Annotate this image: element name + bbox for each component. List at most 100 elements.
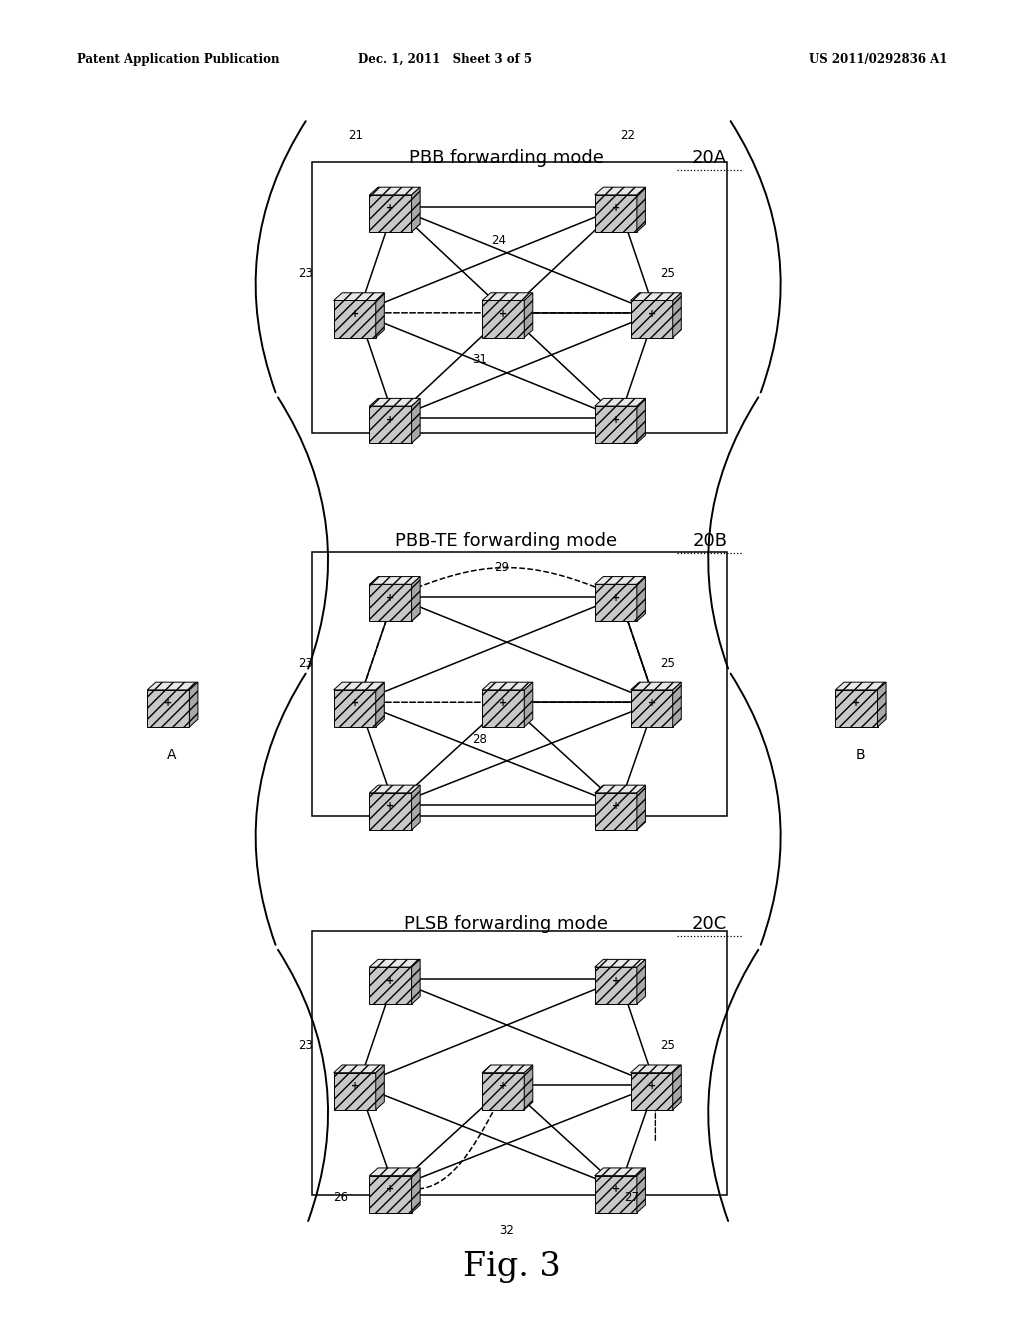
Text: Fig. 3: Fig. 3: [463, 1251, 561, 1283]
Polygon shape: [482, 690, 524, 727]
Polygon shape: [673, 682, 681, 727]
Polygon shape: [482, 1073, 524, 1110]
Text: +: +: [386, 975, 394, 986]
Polygon shape: [595, 407, 637, 444]
Polygon shape: [878, 682, 886, 727]
Text: +: +: [647, 698, 655, 709]
Text: +: +: [386, 414, 394, 425]
FancyArrowPatch shape: [730, 673, 780, 945]
Polygon shape: [412, 399, 420, 444]
Polygon shape: [595, 585, 637, 622]
Polygon shape: [595, 187, 645, 195]
Polygon shape: [637, 187, 645, 232]
Polygon shape: [595, 1176, 637, 1213]
Polygon shape: [631, 293, 681, 301]
Text: +: +: [611, 203, 620, 214]
Text: +: +: [386, 593, 394, 603]
Polygon shape: [412, 187, 420, 232]
Text: 23: 23: [298, 656, 312, 669]
Text: 25: 25: [660, 267, 675, 280]
Polygon shape: [334, 682, 384, 690]
Polygon shape: [836, 682, 886, 690]
Polygon shape: [370, 1168, 420, 1176]
Polygon shape: [376, 1065, 384, 1110]
Polygon shape: [836, 690, 878, 727]
Text: A: A: [167, 747, 177, 762]
Text: +: +: [611, 801, 620, 812]
Text: +: +: [350, 309, 358, 319]
Polygon shape: [370, 195, 412, 232]
FancyArrowPatch shape: [730, 121, 780, 392]
FancyArrowPatch shape: [278, 950, 328, 1221]
Polygon shape: [334, 301, 376, 338]
Polygon shape: [370, 577, 420, 585]
Polygon shape: [595, 1168, 645, 1176]
Polygon shape: [595, 793, 637, 830]
Text: +: +: [386, 203, 394, 214]
Text: +: +: [611, 593, 620, 603]
Bar: [312, 552, 727, 816]
Polygon shape: [189, 682, 198, 727]
Text: 25: 25: [660, 656, 675, 669]
Polygon shape: [482, 1065, 532, 1073]
Polygon shape: [334, 690, 376, 727]
Polygon shape: [673, 1065, 681, 1110]
Polygon shape: [334, 293, 384, 301]
Text: 27: 27: [625, 1191, 639, 1204]
Text: 28: 28: [472, 733, 486, 746]
Text: 29: 29: [495, 561, 509, 574]
Polygon shape: [370, 399, 420, 407]
Text: PLSB forwarding mode: PLSB forwarding mode: [404, 915, 620, 933]
Text: 23: 23: [298, 267, 312, 280]
Polygon shape: [376, 293, 384, 338]
Text: 26: 26: [334, 1191, 348, 1204]
Polygon shape: [334, 1065, 384, 1073]
Text: +: +: [350, 1081, 358, 1092]
Text: 31: 31: [472, 352, 486, 366]
Text: 22: 22: [621, 128, 635, 141]
Text: Patent Application Publication: Patent Application Publication: [77, 53, 280, 66]
Polygon shape: [595, 968, 637, 1005]
Text: +: +: [386, 801, 394, 812]
Text: 32: 32: [500, 1224, 514, 1237]
Text: 20C: 20C: [692, 915, 727, 933]
Text: 21: 21: [348, 128, 362, 141]
Polygon shape: [631, 301, 673, 338]
Polygon shape: [631, 690, 673, 727]
Polygon shape: [595, 195, 637, 232]
Polygon shape: [376, 682, 384, 727]
Polygon shape: [524, 1065, 532, 1110]
FancyArrowPatch shape: [709, 397, 759, 669]
Polygon shape: [595, 960, 645, 968]
Polygon shape: [334, 1073, 376, 1110]
Polygon shape: [412, 1168, 420, 1213]
Text: 24: 24: [492, 234, 506, 247]
Text: +: +: [611, 414, 620, 425]
Text: +: +: [647, 1081, 655, 1092]
Text: +: +: [386, 1184, 394, 1195]
Polygon shape: [631, 682, 681, 690]
Text: Dec. 1, 2011   Sheet 3 of 5: Dec. 1, 2011 Sheet 3 of 5: [358, 53, 532, 66]
Text: +: +: [611, 975, 620, 986]
Polygon shape: [412, 785, 420, 830]
Polygon shape: [370, 968, 412, 1005]
Text: +: +: [499, 1081, 507, 1092]
Polygon shape: [370, 1176, 412, 1213]
Text: +: +: [164, 698, 172, 709]
Polygon shape: [631, 1065, 681, 1073]
Polygon shape: [637, 785, 645, 830]
Bar: [312, 162, 727, 433]
Polygon shape: [637, 399, 645, 444]
Polygon shape: [524, 293, 532, 338]
Polygon shape: [595, 577, 645, 585]
Text: B: B: [855, 747, 865, 762]
Polygon shape: [637, 960, 645, 1005]
Polygon shape: [524, 682, 532, 727]
Polygon shape: [370, 785, 420, 793]
Text: +: +: [499, 698, 507, 709]
Polygon shape: [673, 293, 681, 338]
Text: PBB-TE forwarding mode: PBB-TE forwarding mode: [395, 532, 629, 550]
Text: 25: 25: [660, 1039, 675, 1052]
Polygon shape: [595, 785, 645, 793]
Polygon shape: [370, 585, 412, 622]
